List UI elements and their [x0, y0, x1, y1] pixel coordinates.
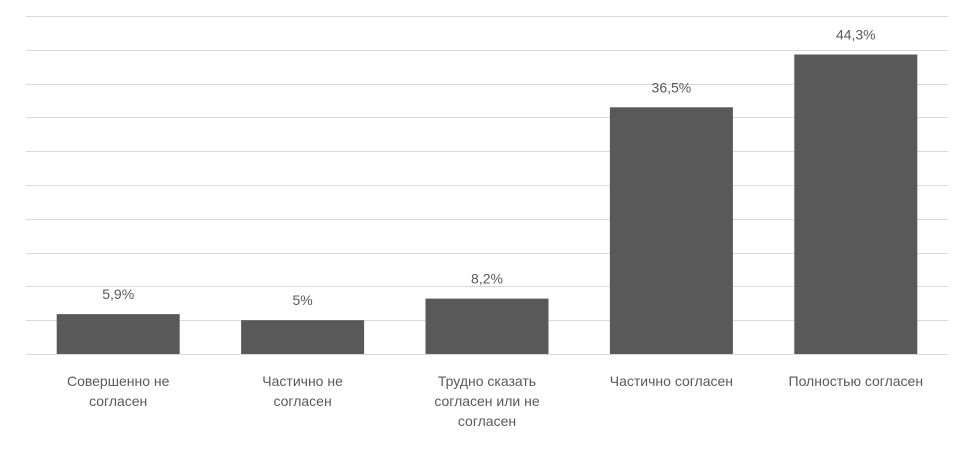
- bar: [241, 320, 365, 354]
- data-label: 8,2%: [471, 271, 503, 287]
- bar: [425, 298, 549, 354]
- data-label: 5,9%: [102, 286, 134, 302]
- bar: [609, 107, 733, 354]
- category-label: Трудно сказать согласен или не согласен: [434, 373, 540, 429]
- data-label: 36,5%: [652, 79, 692, 95]
- category-label-line: согласен или не: [434, 393, 540, 409]
- category-label-line: согласен: [89, 393, 147, 409]
- category-label: Частично не согласен: [262, 373, 343, 409]
- data-labels: 5,9% 5% 8,2% 36,5% 44,3%: [102, 27, 875, 309]
- category-label-line: Частично согласен: [610, 373, 733, 389]
- category-label: Совершенно не согласен: [67, 373, 170, 409]
- data-label: 5%: [292, 292, 312, 308]
- category-label-line: Трудно сказать: [438, 373, 536, 389]
- category-label-line: Совершенно не: [67, 373, 170, 389]
- category-label: Частично согласен: [610, 373, 733, 389]
- bar: [794, 54, 918, 354]
- category-label: Полностью согласен: [789, 373, 924, 389]
- bar: [56, 314, 180, 354]
- category-label-line: согласен: [458, 413, 516, 429]
- category-label-line: Частично не: [262, 373, 343, 389]
- bars: [56, 54, 918, 354]
- category-label-line: Полностью согласен: [789, 373, 924, 389]
- category-labels: Совершенно не согласен Частично не согласен…: [67, 373, 923, 429]
- data-label: 44,3%: [836, 27, 876, 43]
- category-label-line: согласен: [273, 393, 331, 409]
